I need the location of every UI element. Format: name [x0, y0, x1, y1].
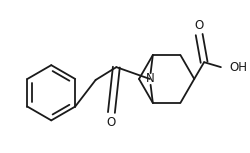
Text: OH: OH — [229, 61, 247, 74]
Text: O: O — [194, 19, 203, 32]
Text: O: O — [106, 116, 116, 129]
Text: N: N — [145, 73, 154, 86]
